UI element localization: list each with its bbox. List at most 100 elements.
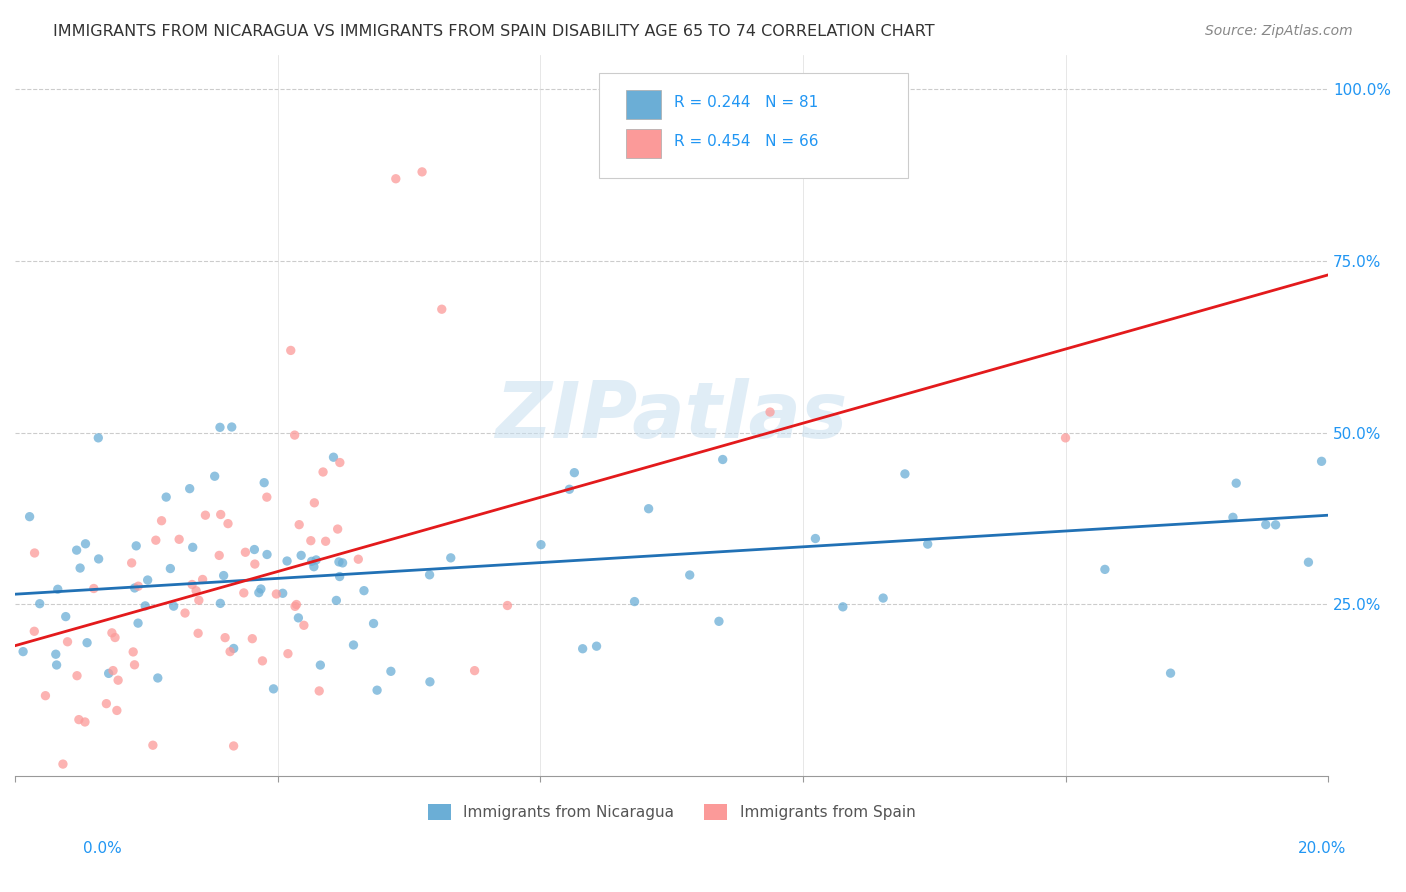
Point xyxy=(312,465,335,479)
Point xyxy=(155,490,177,504)
Point xyxy=(804,532,827,546)
Point xyxy=(256,490,278,504)
Point xyxy=(1222,510,1244,524)
Point xyxy=(219,644,242,658)
Point xyxy=(894,467,917,481)
Point xyxy=(136,573,159,587)
Point xyxy=(385,171,408,186)
Point xyxy=(124,581,146,595)
Point xyxy=(150,514,173,528)
Point xyxy=(637,501,659,516)
Point xyxy=(124,657,146,672)
Point xyxy=(280,343,302,358)
Point xyxy=(1160,666,1182,681)
Point xyxy=(564,466,586,480)
Point xyxy=(146,671,169,685)
Point xyxy=(34,689,56,703)
Point xyxy=(24,546,46,560)
Point xyxy=(66,669,89,683)
Point xyxy=(411,165,433,179)
Point xyxy=(174,606,197,620)
Point xyxy=(97,666,120,681)
Point xyxy=(419,567,441,582)
Point xyxy=(285,598,308,612)
Point xyxy=(247,585,270,599)
Text: 0.0%: 0.0% xyxy=(83,841,122,855)
Point xyxy=(167,533,190,547)
Point xyxy=(125,539,148,553)
Point xyxy=(194,508,217,523)
Point xyxy=(301,554,323,568)
Point xyxy=(759,405,782,419)
Point xyxy=(209,508,232,522)
Point xyxy=(208,420,231,434)
Point xyxy=(83,582,105,596)
Point xyxy=(101,625,124,640)
Point xyxy=(76,636,98,650)
Point xyxy=(214,631,236,645)
Point xyxy=(419,674,441,689)
Point xyxy=(256,548,278,562)
Point xyxy=(101,664,124,678)
Point xyxy=(187,593,209,607)
Point xyxy=(69,561,91,575)
Text: R = 0.454   N = 66: R = 0.454 N = 66 xyxy=(675,134,818,149)
Point xyxy=(217,516,239,531)
Point xyxy=(440,550,463,565)
Point xyxy=(134,599,156,613)
Point xyxy=(325,593,347,607)
Text: ZIPatlas: ZIPatlas xyxy=(495,377,848,454)
Point xyxy=(326,522,349,536)
Point xyxy=(917,537,939,551)
Point xyxy=(87,431,110,445)
Point xyxy=(287,611,309,625)
Point xyxy=(142,738,165,752)
Point xyxy=(347,552,370,566)
Point xyxy=(430,302,453,317)
Point xyxy=(571,641,593,656)
Point xyxy=(107,673,129,688)
Point xyxy=(212,568,235,582)
Point xyxy=(292,618,315,632)
Point xyxy=(1054,431,1077,445)
Point xyxy=(530,538,553,552)
Point xyxy=(187,626,209,640)
Point xyxy=(284,428,307,442)
Point xyxy=(11,645,34,659)
Point xyxy=(181,577,204,591)
Point xyxy=(623,594,645,608)
Point xyxy=(309,658,332,673)
Point xyxy=(679,568,702,582)
Point xyxy=(328,555,350,569)
Point xyxy=(232,586,254,600)
Point xyxy=(235,545,257,559)
Point xyxy=(73,714,96,729)
Point xyxy=(315,534,337,549)
Text: 20.0%: 20.0% xyxy=(1298,841,1346,855)
Point xyxy=(284,599,307,614)
Point xyxy=(18,509,41,524)
Point xyxy=(253,475,276,490)
Point xyxy=(186,583,208,598)
Point xyxy=(243,542,266,557)
Point xyxy=(1310,454,1333,468)
Point xyxy=(104,631,127,645)
Point xyxy=(707,615,730,629)
Point xyxy=(302,559,325,574)
Point xyxy=(46,582,69,597)
Point xyxy=(277,647,299,661)
Point xyxy=(252,654,274,668)
Legend: Immigrants from Nicaragua, Immigrants from Spain: Immigrants from Nicaragua, Immigrants fr… xyxy=(422,798,921,826)
Point xyxy=(1094,562,1116,576)
Point xyxy=(121,556,143,570)
Point xyxy=(122,645,145,659)
Point xyxy=(87,552,110,566)
Point xyxy=(332,556,354,570)
Point xyxy=(105,703,128,717)
Point xyxy=(240,632,263,646)
Point xyxy=(159,561,181,575)
Point xyxy=(181,541,204,555)
Point xyxy=(204,469,226,483)
FancyBboxPatch shape xyxy=(626,129,661,158)
Point xyxy=(22,624,45,639)
